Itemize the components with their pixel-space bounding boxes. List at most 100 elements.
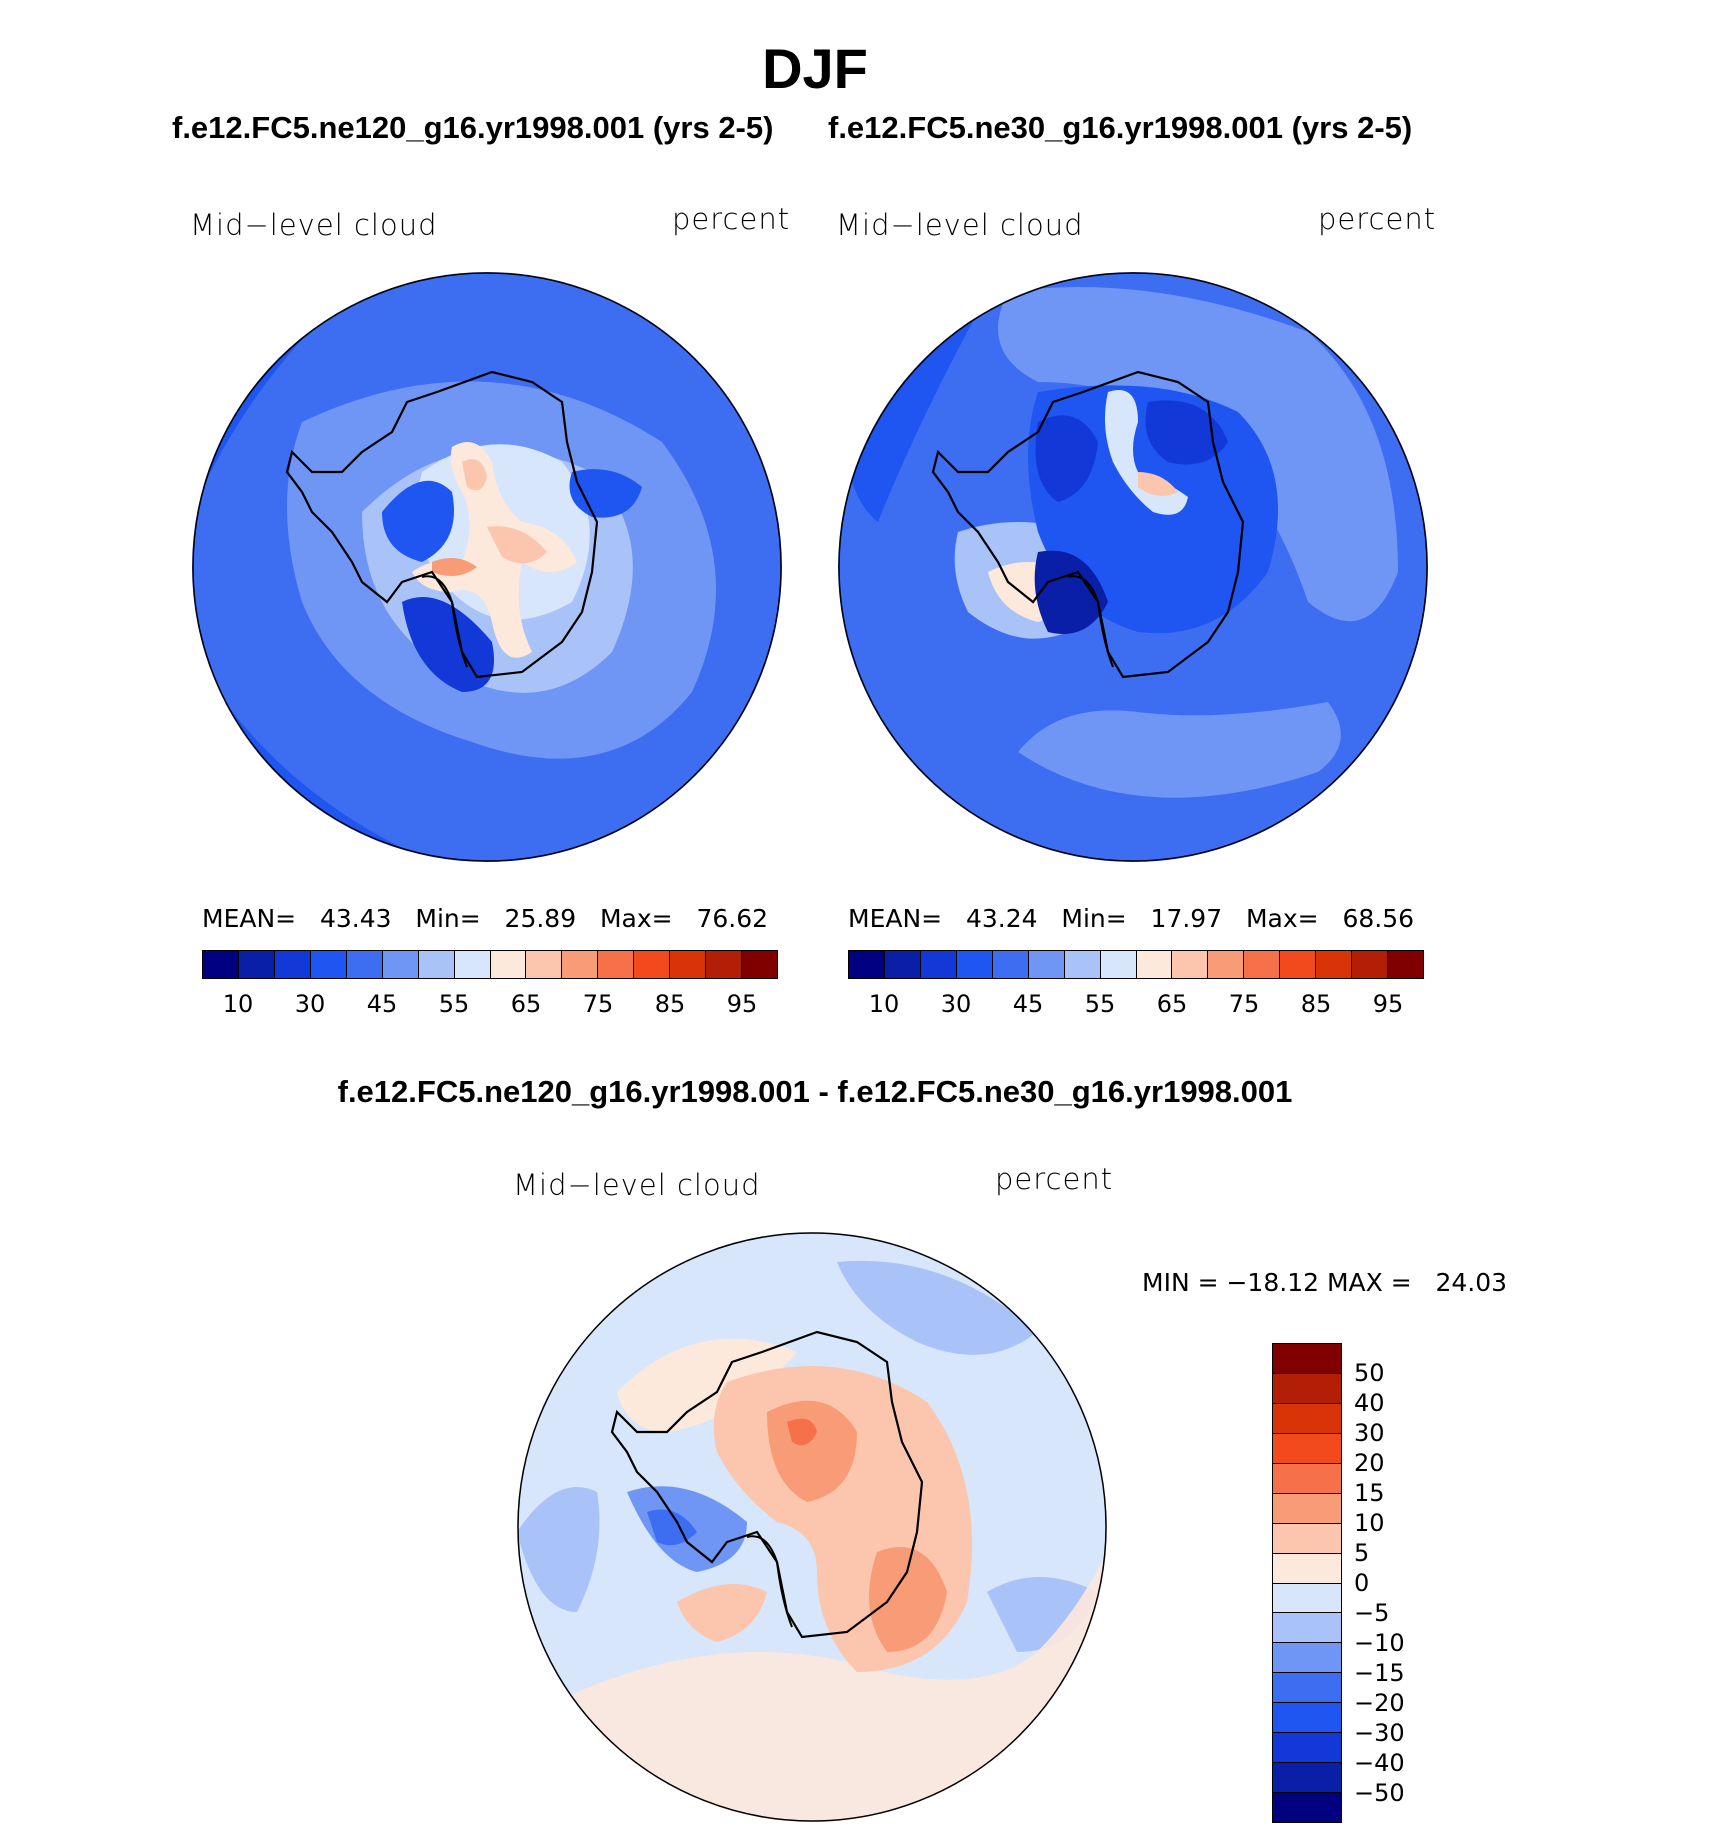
colorbar-swatch [1273,1493,1341,1524]
colorbar-swatch [1273,1613,1341,1644]
colorbar-swatch [1273,1373,1341,1404]
colorbar-tick-label: 10 [222,990,254,1018]
colorbar-swatch [346,951,383,978]
colorbar-tick-label: 0 [1354,1569,1370,1597]
colorbar-swatch [1280,951,1317,978]
right-case-title: f.e12.FC5.ne30_g16.yr1998.001 (yrs 2-5) [828,110,1413,145]
right-dark-core-2 [1145,400,1228,465]
colorbar-tick-label: 85 [654,990,686,1018]
colorbar-swatch [742,951,777,978]
colorbar-tick-label: −15 [1354,1659,1405,1687]
colorbar-tick-label: 10 [868,990,900,1018]
colorbar-swatch [490,951,527,978]
right-max-label: Max= [1245,904,1319,933]
colorbar-swatch [1388,951,1423,978]
left-mean-label: MEAN= [202,904,297,933]
colorbar-tick-label: 55 [1084,990,1116,1018]
left-variable-label: Mid−level cloud [190,208,438,242]
colorbar-tick-label: 95 [1372,990,1404,1018]
colorbar-swatch [1273,1403,1341,1434]
difference-map [517,1232,1107,1822]
colorbar-tick-label: 75 [1228,990,1260,1018]
colorbar-swatch [634,951,671,978]
colorbar-tick-label: −40 [1354,1749,1405,1777]
colorbar-tick-label: 75 [582,990,614,1018]
diff-light-blue-n [837,1260,1037,1355]
right-warm-spot [1138,472,1178,496]
left-warm-core-1 [462,459,487,491]
colorbar-swatch [1316,951,1353,978]
difference-colorbar-ticks: 50 40 30 20 15 10 5 0 −5 −10 −15 −20 −30 −40 −50 [1354,1343,1474,1823]
colorbar-swatch [849,951,885,978]
colorbar-swatch [274,951,311,978]
colorbar-tick-label: 85 [1300,990,1332,1018]
right-min-label: Min= [1061,904,1127,933]
colorbar-tick-label: 10 [1354,1509,1385,1537]
right-ross-coast [1067,575,1114,668]
left-max-label: Max= [599,904,673,933]
colorbar-tick-label: −5 [1354,1599,1390,1627]
colorbar-swatch [1100,951,1137,978]
left-units-label: percent [672,202,791,236]
colorbar-swatch [238,951,275,978]
right-light-top [998,287,1398,622]
right-min-value: 17.97 [1150,904,1223,933]
colorbar-tick-label: 65 [510,990,542,1018]
colorbar-swatch [1136,951,1173,978]
colorbar-tick-label: 45 [366,990,398,1018]
left-max-value: 76.62 [696,904,769,933]
right-dark-core-3 [1034,550,1108,634]
colorbar-swatch [1273,1344,1341,1374]
colorbar-swatch [382,951,419,978]
difference-units-label: percent [995,1162,1114,1196]
right-mean-value: 43.24 [965,904,1038,933]
colorbar-swatch [1352,951,1389,978]
difference-colorbar [1272,1343,1342,1823]
right-units-label: percent [1318,202,1437,236]
difference-variable-label: Mid−level cloud [513,1168,761,1202]
left-colorbar [202,950,778,979]
left-ross-coast [421,575,468,668]
diff-antarctic-coast [610,1330,924,1639]
right-antarctic-coast [931,370,1245,679]
colorbar-swatch [1273,1793,1341,1822]
colorbar-swatch [1273,1673,1341,1704]
colorbar-swatch [1208,951,1245,978]
colorbar-tick-label: 30 [940,990,972,1018]
colorbar-swatch [706,951,743,978]
difference-title: f.e12.FC5.ne120_g16.yr1998.001 - f.e12.F… [337,1074,1293,1109]
diff-warm-nw [617,1338,797,1432]
colorbar-swatch [1273,1703,1341,1734]
left-case-title: f.e12.FC5.ne120_g16.yr1998.001 (yrs 2-5) [172,110,774,145]
colorbar-swatch [1273,1553,1341,1584]
colorbar-swatch [1273,1523,1341,1554]
left-stats: MEAN= 43.43 Min= 25.89 Max= 76.62 [202,904,768,933]
colorbar-swatch [454,951,491,978]
main-title: DJF [762,37,868,100]
colorbar-swatch [956,951,993,978]
colorbar-swatch [1172,951,1209,978]
difference-minmax: MIN = −18.12 MAX = 24.03 [1142,1268,1508,1297]
colorbar-tick-label: 65 [1156,990,1188,1018]
colorbar-swatch [1244,951,1281,978]
colorbar-swatch [1273,1763,1341,1794]
colorbar-swatch [920,951,957,978]
diff-ross-coast [746,1535,793,1628]
colorbar-swatch [670,951,707,978]
colorbar-swatch [562,951,599,978]
colorbar-tick-label: 30 [1354,1419,1385,1447]
colorbar-tick-label: 5 [1354,1539,1370,1567]
colorbar-tick-label: −50 [1354,1779,1405,1807]
colorbar-swatch [1028,951,1065,978]
colorbar-swatch [598,951,635,978]
colorbar-swatch [1064,951,1101,978]
diff-warm-peak [787,1418,817,1446]
diff-warm-outer [517,1552,1107,1822]
colorbar-tick-label: 15 [1354,1479,1385,1507]
colorbar-swatch [1273,1643,1341,1674]
colorbar-tick-label: 20 [1354,1449,1385,1477]
colorbar-swatch [1273,1733,1341,1764]
diff-warm-ross [677,1584,767,1642]
left-dark-lobe-1 [382,480,454,562]
right-light-bottom [1018,702,1341,798]
